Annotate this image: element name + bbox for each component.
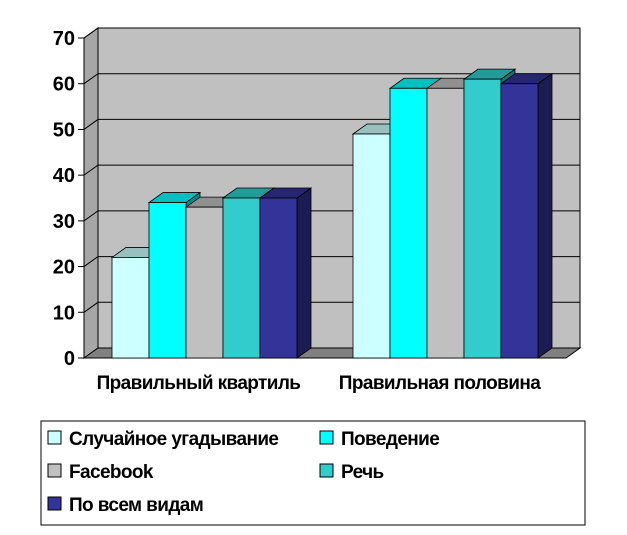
x-category-label: Правильный квартиль <box>97 373 301 394</box>
legend-swatch <box>47 430 62 445</box>
legend-swatch <box>47 496 62 511</box>
bar-side <box>296 187 312 359</box>
legend-box <box>40 420 586 526</box>
gridline <box>83 27 580 39</box>
bar-front <box>389 87 428 359</box>
x-axis: Правильный квартиль Правильная половина <box>97 373 542 394</box>
bar-front <box>463 78 502 359</box>
bars <box>110 68 554 359</box>
bar-front <box>111 257 150 359</box>
y-tick-label: 30 <box>53 211 75 233</box>
legend-swatch <box>319 463 334 478</box>
legend-swatch <box>319 430 334 445</box>
gridline <box>83 73 580 85</box>
y-tick-label: 10 <box>53 302 75 324</box>
bar-side <box>537 72 553 359</box>
y-tick-label: 20 <box>53 257 75 279</box>
bar-front <box>500 83 539 359</box>
legend-item: Facebook <box>47 462 155 483</box>
bar <box>258 187 313 359</box>
legend-item: Поведение <box>319 429 440 450</box>
legend-item: Случайное угадывание <box>47 429 279 450</box>
legend-item: Речь <box>319 462 384 483</box>
legend-label: Случайное угадывание <box>69 429 278 450</box>
side-wall <box>83 27 99 359</box>
legend-label: Поведение <box>341 429 439 450</box>
legend-swatch <box>47 463 62 478</box>
y-tick-label: 60 <box>53 74 75 96</box>
legend-item: По всем видам <box>47 495 204 516</box>
legend: Случайное угадывание Поведение Facebook Реч… <box>40 420 586 526</box>
y-axis: 0 10 20 30 40 50 60 70 <box>53 28 85 370</box>
y-tick-label: 50 <box>53 119 75 141</box>
legend-label: Речь <box>341 462 384 483</box>
bar-front <box>148 202 187 359</box>
legend-label: Facebook <box>69 462 154 483</box>
legend-label: По всем видам <box>69 495 203 516</box>
bar-front <box>222 197 261 359</box>
y-tick-label: 0 <box>64 348 75 370</box>
bar-front <box>352 133 391 359</box>
bar-front <box>185 206 224 359</box>
bar-front <box>259 197 298 359</box>
bar <box>499 72 554 359</box>
bar-front <box>426 87 465 359</box>
y-tick-label: 40 <box>53 165 75 187</box>
y-tick-label: 70 <box>53 28 75 50</box>
x-category-label: Правильная половина <box>339 373 541 394</box>
